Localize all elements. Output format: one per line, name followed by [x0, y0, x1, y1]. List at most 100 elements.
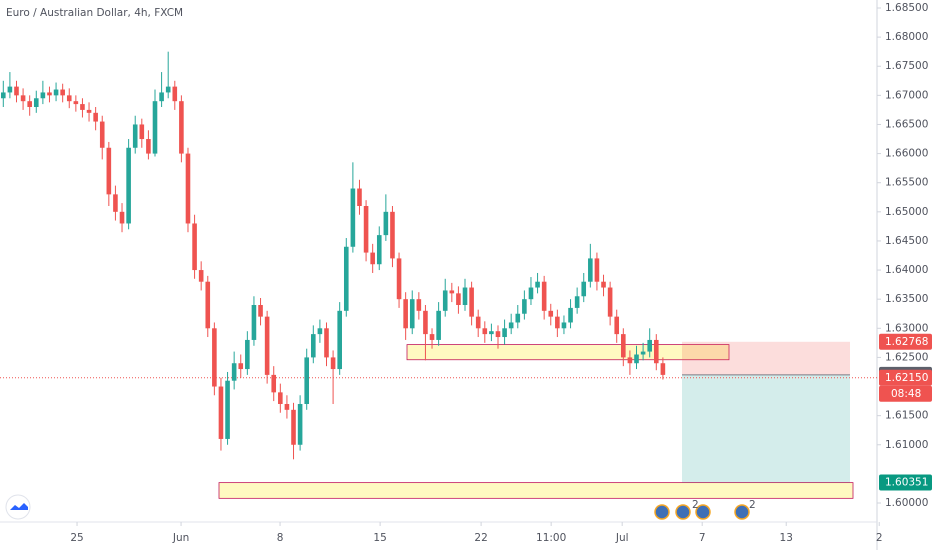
candle-body [66, 95, 72, 102]
candle-body [33, 98, 39, 107]
logo-icon[interactable] [10, 503, 28, 510]
event-icon[interactable] [675, 504, 691, 520]
y-tick-label: 1.62500 [885, 351, 928, 363]
event-icon[interactable] [695, 504, 711, 520]
event-count: 2 [749, 499, 756, 511]
y-tick-label: 1.63000 [885, 322, 928, 334]
candle-body [278, 392, 283, 404]
candle-body [93, 112, 98, 122]
candle-body [258, 305, 263, 317]
price-tag [879, 474, 932, 491]
candle-body [561, 322, 567, 329]
candle-body [337, 310, 342, 370]
logo[interactable] [5, 494, 31, 520]
candle-body [198, 270, 204, 282]
chart-title: Euro / Australian Dollar, 4h, FXCM [6, 7, 183, 19]
candle-body [601, 281, 606, 288]
candle-body [172, 86, 178, 102]
price-tag-label: 1.62150 [885, 372, 928, 384]
y-tick-label: 1.61500 [885, 410, 928, 422]
candle-body [522, 299, 527, 314]
y-tick-label: 1.68000 [885, 31, 928, 43]
candle-body [469, 287, 474, 317]
price-tag-label: 1.62768 [885, 336, 928, 348]
candle-body [449, 290, 455, 294]
candle-body [482, 328, 488, 335]
target-area [682, 374, 850, 483]
logo-circle[interactable] [5, 494, 31, 520]
candle-body [132, 124, 138, 148]
candle-body [429, 334, 435, 340]
candle-body [60, 89, 65, 96]
candle-body [264, 316, 270, 375]
candle-body [271, 374, 277, 393]
candle-body [528, 287, 534, 300]
candle-body [403, 299, 408, 329]
candle-body [489, 331, 494, 335]
price-tag [879, 333, 932, 350]
candle-body [47, 92, 52, 96]
x-tick-label: 11:00 [536, 532, 566, 544]
candle-body [86, 109, 92, 113]
candle-body [660, 363, 666, 375]
event-icon[interactable] [734, 504, 750, 520]
candle-body [205, 281, 211, 329]
candle-body [192, 223, 197, 271]
candle-body [80, 104, 85, 110]
candle-body [495, 331, 501, 338]
candle-body [462, 287, 468, 305]
candle-body [165, 86, 171, 93]
y-tick-label: 1.64500 [885, 235, 928, 247]
candle-body [343, 246, 349, 311]
countdown-tag [879, 385, 932, 402]
countdown-label: 08:48 [891, 388, 921, 400]
x-tick-label: 15 [373, 532, 386, 544]
candle-body [416, 299, 422, 311]
candle-body [113, 194, 118, 212]
stop-area [682, 341, 850, 375]
candle-body [291, 409, 296, 445]
candle-body [245, 339, 250, 370]
candle-body [238, 363, 244, 370]
candle-body [330, 357, 336, 370]
candle-body [442, 290, 448, 311]
candle-body [119, 211, 125, 224]
price-tag-label: 1.60351 [885, 477, 928, 489]
candle-body [475, 316, 481, 329]
x-tick-label: 2 [876, 532, 883, 544]
x-tick-label: 8 [277, 532, 284, 544]
y-tick-label: 1.65500 [885, 177, 928, 189]
candle-body [297, 404, 303, 445]
y-tick-label: 1.67500 [885, 60, 928, 72]
candle-body [311, 334, 316, 358]
candle-body [640, 351, 646, 355]
candle-body [40, 92, 46, 99]
candle-body [14, 86, 19, 96]
candle-body [73, 101, 79, 105]
candle-body [126, 147, 131, 224]
candle-body [363, 206, 369, 253]
candle-body [502, 328, 507, 338]
candle-body [159, 92, 164, 102]
candle-body [20, 95, 26, 102]
candle-body [614, 316, 620, 335]
y-tick-label: 1.65000 [885, 206, 928, 218]
candle-body [146, 139, 151, 154]
candle-body [541, 281, 547, 311]
candle-body [634, 354, 639, 364]
candle-body [317, 328, 323, 335]
candle-body [225, 380, 230, 439]
x-tick-label: 22 [474, 532, 487, 544]
y-tick-label: 1.63500 [885, 293, 928, 305]
candle-body [581, 281, 587, 297]
candle-body [383, 211, 389, 236]
zone [218, 482, 854, 499]
candle-body [555, 316, 560, 329]
candle-body [396, 258, 402, 300]
candle-body [231, 363, 237, 381]
candle-body [99, 121, 105, 148]
candle-body [409, 299, 415, 329]
y-tick-label: 1.67000 [885, 89, 928, 101]
event-icon[interactable] [654, 504, 670, 520]
